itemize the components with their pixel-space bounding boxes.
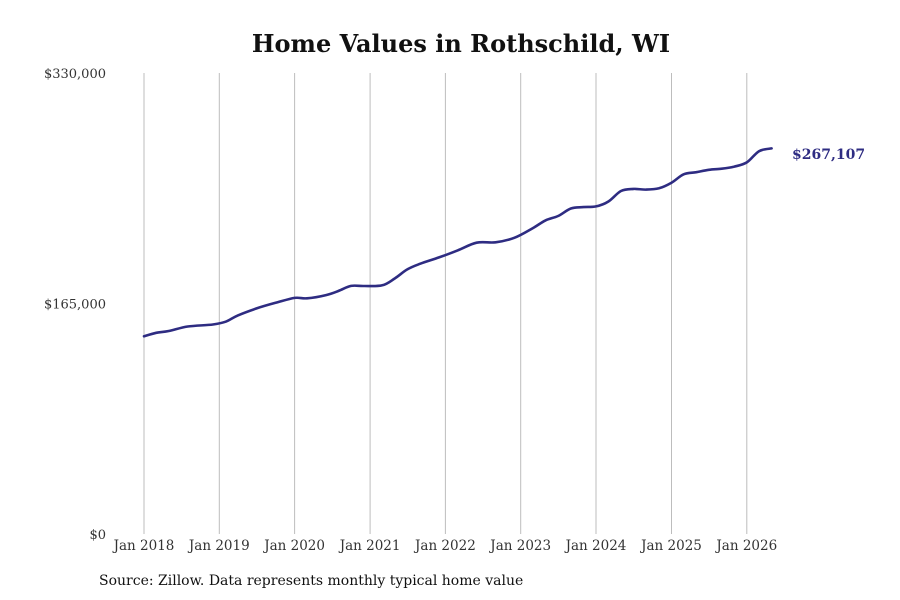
series-layer	[142, 147, 773, 338]
y-tick-label: $165,000	[44, 298, 106, 313]
end-value-label: $267,107	[792, 147, 865, 163]
x-tick-label: Jan 2018	[112, 538, 175, 554]
x-tick-label: Jan 2022	[413, 538, 476, 554]
source-note: Source: Zillow. Data represents monthly …	[99, 573, 524, 589]
x-tick-label: Jan 2026	[714, 538, 777, 554]
y-tick-label: $0	[89, 528, 106, 543]
x-tick-label: Jan 2019	[187, 538, 250, 554]
x-tick-label: Jan 2024	[564, 538, 627, 554]
x-tick-label: Jan 2023	[488, 538, 551, 554]
y-tick-label: $330,000	[44, 67, 106, 82]
home-value-line	[142, 147, 773, 338]
x-tick-label: Jan 2021	[338, 538, 401, 554]
x-tick-label: Jan 2020	[262, 538, 325, 554]
x-axis-ticks: Jan 2018 Jan 2019 Jan 2020 Jan 2021 Jan 2022…	[112, 538, 778, 554]
y-axis-ticks: $0 $165,000 $330,000	[44, 67, 106, 543]
grid-lines	[143, 73, 748, 534]
chart-title: Home Values in Rothschild, WI	[252, 29, 670, 58]
x-tick-label: Jan 2025	[639, 538, 702, 554]
